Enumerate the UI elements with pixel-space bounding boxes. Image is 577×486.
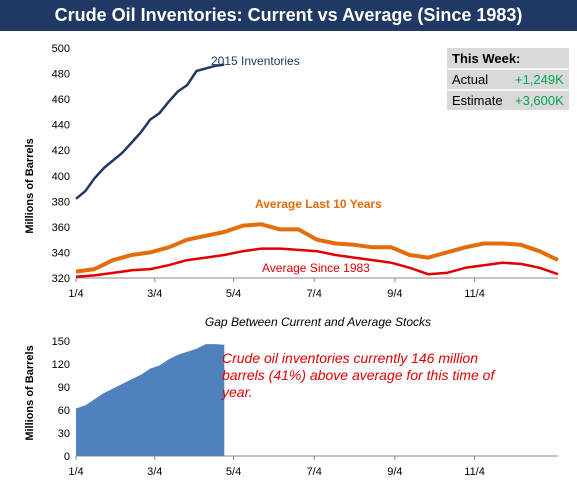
x-tick-label: 5/4 xyxy=(226,288,241,300)
top-series-group xyxy=(75,63,559,278)
series-label-avg-1983: Average Since 1983 xyxy=(262,261,370,275)
bottom-y-tick-labels: 0 30 60 90 120 150 xyxy=(52,336,70,463)
top-x-tick-labels: 1/4 3/4 5/4 7/4 9/4 11/4 xyxy=(68,278,485,300)
chart-title: Crude Oil Inventories: Current vs Averag… xyxy=(0,0,577,31)
x-tick-label: 7/4 xyxy=(307,288,322,300)
this-week-box: This Week: Actual +1,249K Estimate +3,60… xyxy=(447,48,569,110)
y-tick-label: 90 xyxy=(58,382,70,394)
top-y-tick-labels: 320 340 360 380 400 420 440 460 480 500 xyxy=(52,43,70,285)
y-tick-label: 500 xyxy=(52,43,70,55)
y-tick-label: 120 xyxy=(52,359,70,371)
y-tick-label: 480 xyxy=(52,69,70,81)
x-tick-label: 1/4 xyxy=(68,288,83,300)
chart-canvas: 320 340 360 380 400 420 440 460 480 500 1/4 3/4 5/4… xyxy=(24,43,569,478)
series-line-avg-last-10-years xyxy=(75,222,559,274)
y-tick-label: 30 xyxy=(58,428,70,440)
inventory-line-chart: 320 340 360 380 400 420 440 460 480 500 1/4 3/4 5/4… xyxy=(24,43,569,300)
bottom-series-group xyxy=(76,344,225,456)
gap-note-line-2: barrels (41%) above average for this tim… xyxy=(222,367,496,383)
x-tick-label: 9/4 xyxy=(387,288,402,300)
y-tick-label: 420 xyxy=(52,145,70,157)
gap-area-chart: Gap Between Current and Average Stocks 0… xyxy=(24,315,558,478)
series-label-2015: 2015 Inventories xyxy=(211,54,300,68)
this-week-box-bg xyxy=(447,48,569,110)
y-tick-label: 340 xyxy=(52,247,70,259)
this-week-actual-value: +1,249K xyxy=(515,72,564,87)
x-tick-label: 11/4 xyxy=(464,466,485,478)
series-line-2015-inventories xyxy=(75,63,225,200)
x-tick-label: 11/4 xyxy=(464,288,485,300)
x-tick-label: 3/4 xyxy=(147,466,162,478)
y-tick-label: 400 xyxy=(52,171,70,183)
gap-note-line-3: year. xyxy=(221,384,253,400)
x-tick-label: 9/4 xyxy=(387,466,402,478)
bottom-y-axis-label: Millions of Barrels xyxy=(24,345,36,440)
y-tick-label: 60 xyxy=(58,405,70,417)
y-tick-label: 320 xyxy=(52,273,70,285)
gap-note-line-1: Crude oil inventories currently 146 mill… xyxy=(222,350,478,366)
y-tick-label: 440 xyxy=(52,120,70,132)
this-week-estimate-label: Estimate xyxy=(452,93,503,108)
series-label-avg-10yr: Average Last 10 Years xyxy=(255,197,382,211)
top-y-axis-label: Millions of Barrels xyxy=(24,138,36,233)
y-tick-label: 150 xyxy=(52,336,70,348)
x-tick-label: 1/4 xyxy=(68,466,83,478)
y-tick-label: 360 xyxy=(52,222,70,234)
this-week-header: This Week: xyxy=(452,51,520,66)
x-tick-label: 7/4 xyxy=(307,466,322,478)
this-week-estimate-value: +3,600K xyxy=(515,93,564,108)
gap-note: Crude oil inventories currently 146 mill… xyxy=(221,350,498,400)
y-tick-label: 0 xyxy=(64,451,70,463)
gap-area xyxy=(76,344,225,456)
x-tick-label: 5/4 xyxy=(226,466,241,478)
series-line-avg-since-1983 xyxy=(75,247,559,278)
this-week-actual-label: Actual xyxy=(452,72,488,87)
bottom-x-tick-labels: 1/4 3/4 5/4 7/4 9/4 11/4 xyxy=(68,456,485,478)
gap-chart-title: Gap Between Current and Average Stocks xyxy=(205,315,431,329)
x-tick-label: 3/4 xyxy=(147,288,162,300)
y-tick-label: 380 xyxy=(52,196,70,208)
y-tick-label: 460 xyxy=(52,94,70,106)
